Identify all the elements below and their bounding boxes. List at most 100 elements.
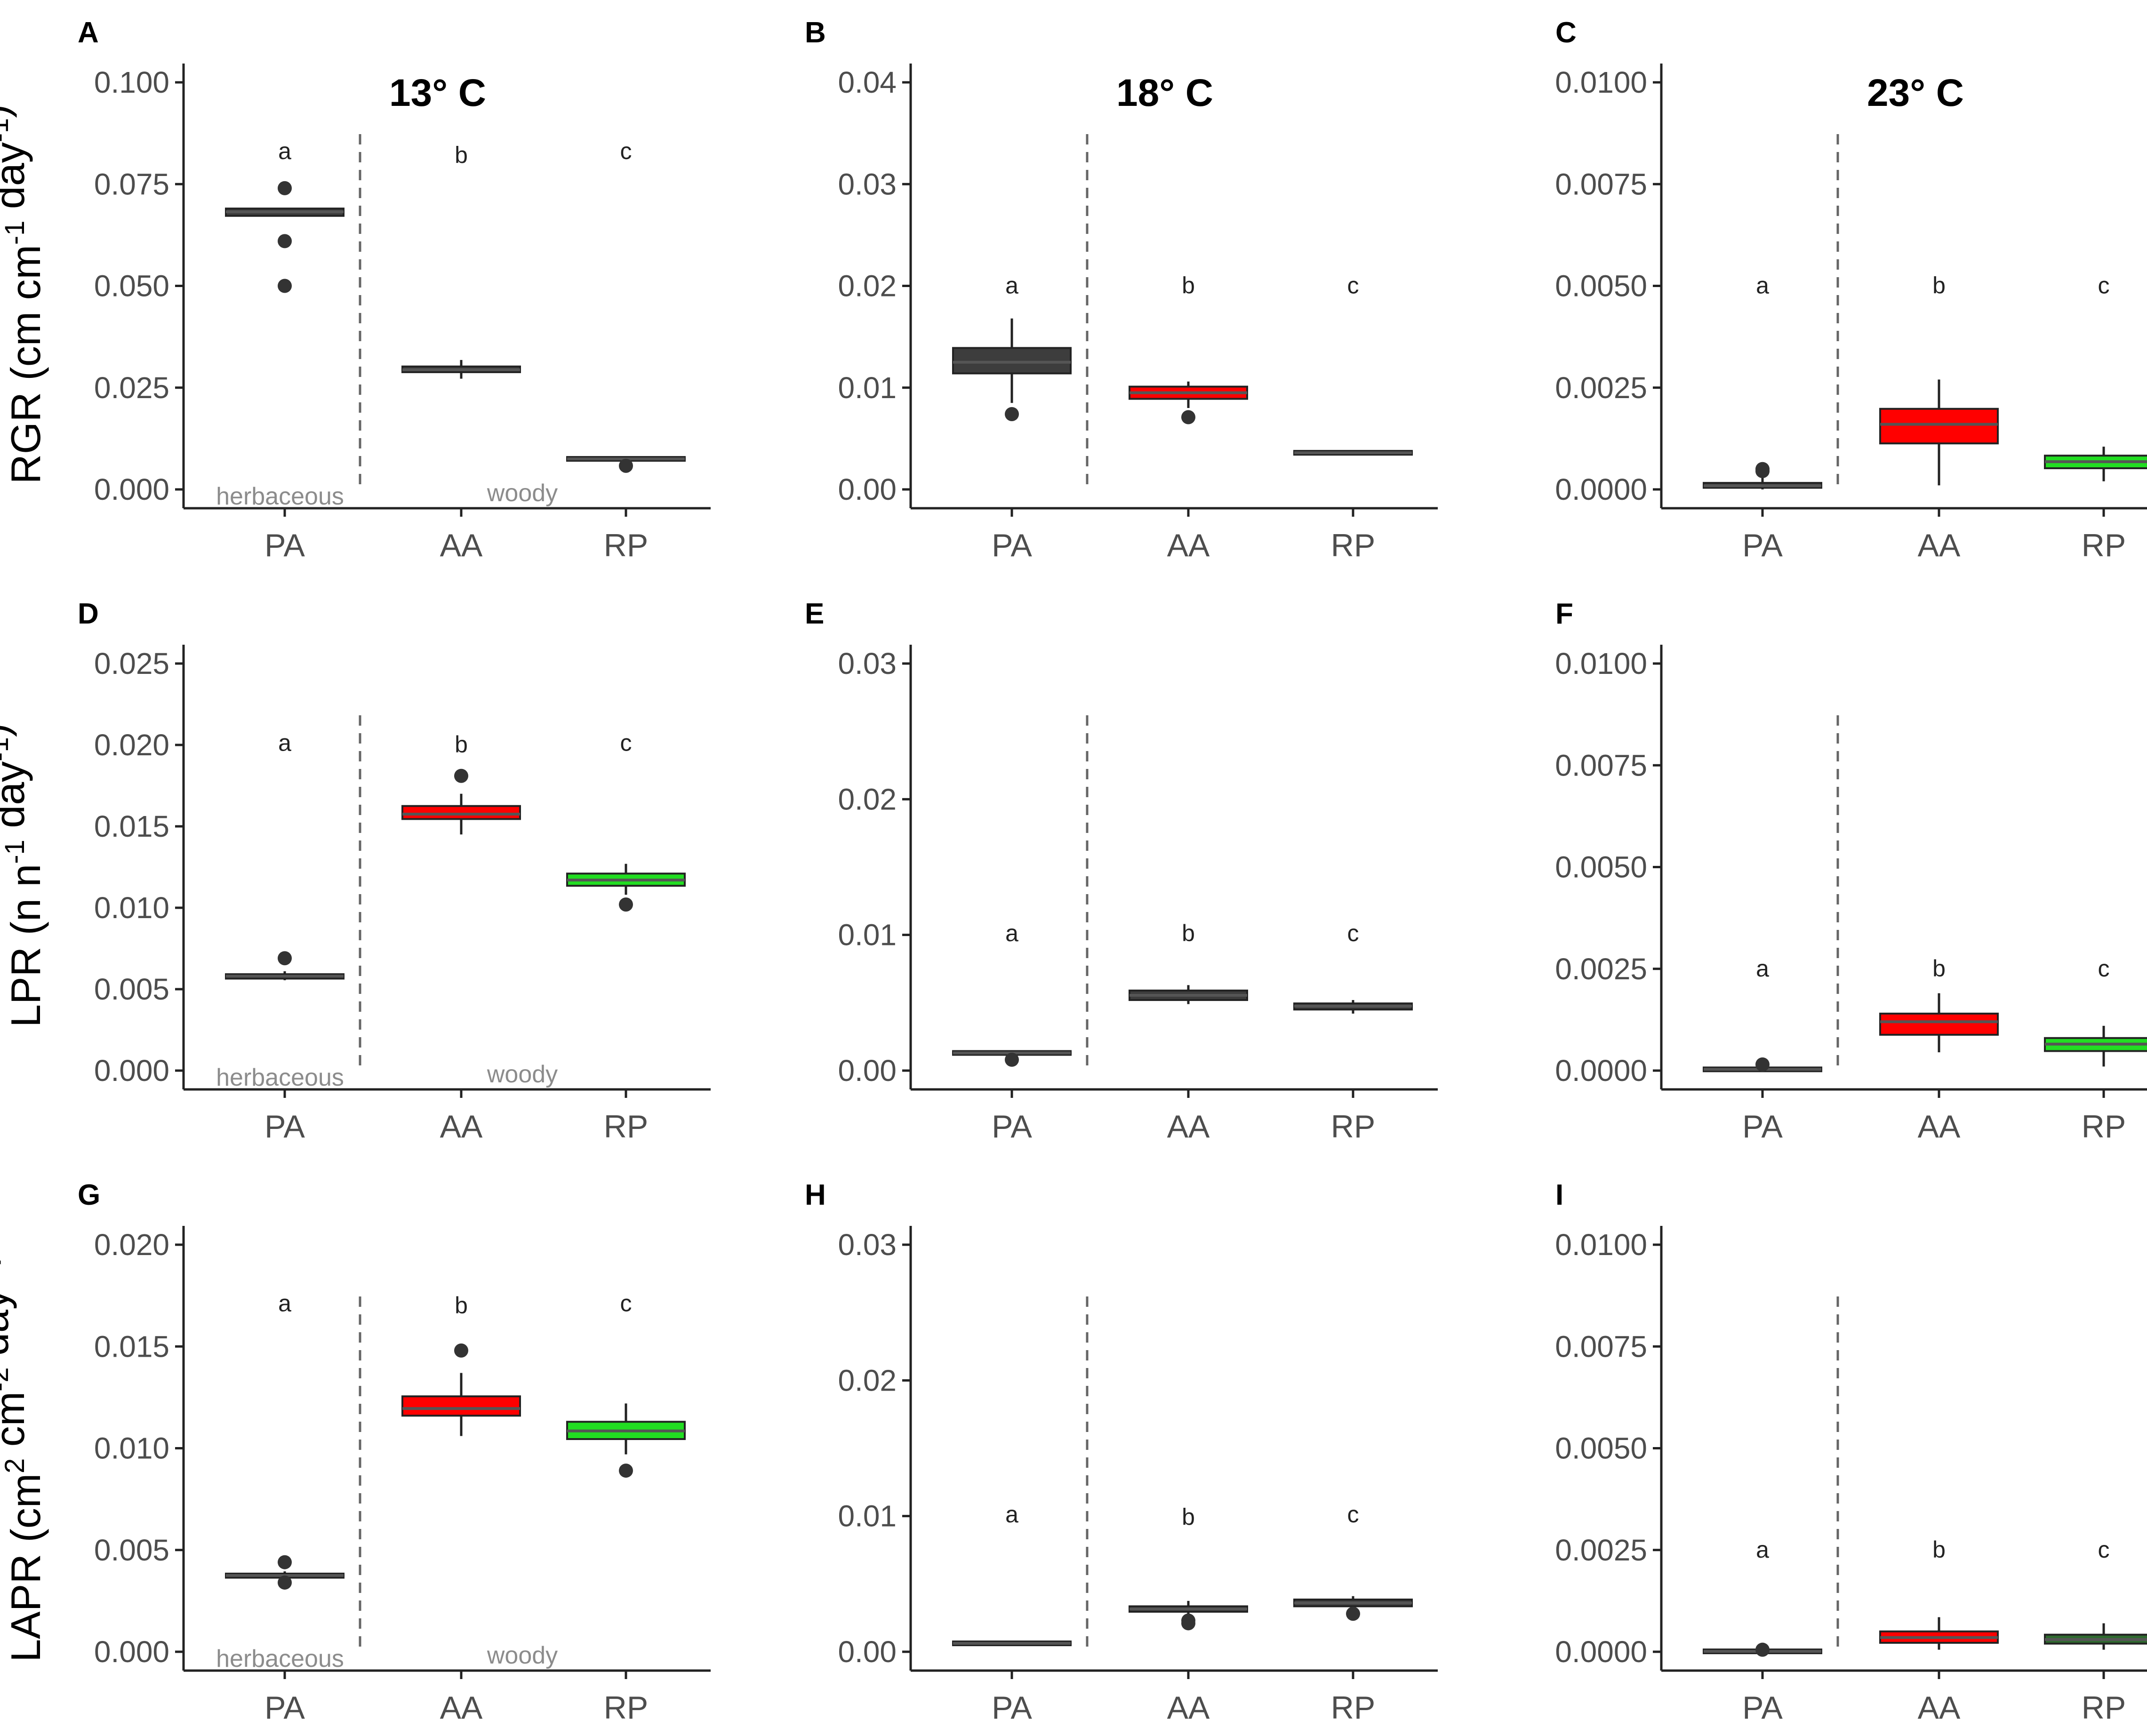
- woody-label: woody: [487, 480, 558, 507]
- x-tick-label-AA: AA: [1918, 1109, 1961, 1144]
- x-tick-label-RP: RP: [604, 1109, 648, 1144]
- y-tick-label: 0.04: [838, 65, 897, 99]
- x-tick-label-PA: PA: [1742, 1109, 1783, 1144]
- x-tick-label-RP: RP: [1331, 1690, 1375, 1726]
- box-AA: [401, 1343, 521, 1436]
- significance-label: a: [1756, 272, 1769, 299]
- y-tick-label: 0.0025: [1555, 371, 1647, 405]
- panel-G: G 0.000 0.005 0.010 0.015 0.020 herbaceous wood…: [78, 1179, 711, 1726]
- x-tick-label-RP: RP: [604, 528, 648, 563]
- x-tick-label-RP: RP: [2082, 1690, 2126, 1726]
- x-tick-label-AA: AA: [440, 528, 483, 563]
- significance-label: a: [1005, 1501, 1018, 1528]
- ylabel-text: LAPR (cm: [2, 1473, 49, 1662]
- panel-H: H 0.00 0.01 0.02 0.03 PA a AA b RP c: [805, 1179, 1438, 1726]
- box-PA: [225, 1555, 344, 1590]
- x-tick-label-RP: RP: [1331, 528, 1375, 563]
- outlier-point: [1181, 1616, 1195, 1631]
- ylabel-text: cm: [0, 1392, 33, 1458]
- panel-C: C 23° C 0.0000 0.0025 0.0050 0.0075 0.0100 PA a A…: [1555, 16, 2147, 563]
- y-tick-label: 0.0000: [1555, 1635, 1647, 1669]
- y-tick-label: 0.005: [94, 1533, 169, 1567]
- outlier-point: [1181, 410, 1195, 424]
- outlier-point: [278, 1575, 292, 1590]
- panel-letter-H: H: [805, 1179, 826, 1211]
- y-tick-label: 0.050: [94, 269, 169, 303]
- significance-label: c: [2098, 1536, 2110, 1563]
- panel-letter-C: C: [1555, 16, 1577, 49]
- ylabel-superscript: -1: [0, 221, 30, 245]
- significance-label: b: [455, 142, 468, 168]
- x-tick-label-RP: RP: [2082, 1109, 2126, 1144]
- panel-letter-B: B: [805, 16, 826, 49]
- box-PA: [225, 181, 344, 293]
- x-tick-label-RP: RP: [1331, 1109, 1375, 1144]
- x-tick-label-AA: AA: [1918, 1690, 1961, 1726]
- box-AA: [401, 768, 521, 835]
- panel-letter-E: E: [805, 598, 824, 630]
- herbaceous-label: herbaceous: [216, 483, 344, 510]
- box-RP: [1293, 1000, 1413, 1014]
- panel-letter-F: F: [1555, 598, 1573, 630]
- y-tick-label: 0.010: [94, 1432, 169, 1465]
- woody-label: woody: [487, 1642, 558, 1669]
- box-AA: [1879, 379, 1999, 486]
- significance-label: c: [2098, 272, 2110, 299]
- panel-title-A: 13° C: [389, 72, 486, 114]
- ylabel-text: ): [0, 1251, 1, 1264]
- significance-label: b: [1182, 920, 1195, 946]
- y-tick-label: 0.0100: [1555, 647, 1647, 680]
- ylabel-superscript: -2: [0, 1367, 14, 1392]
- significance-label: c: [2098, 955, 2110, 982]
- x-tick-label-AA: AA: [1918, 528, 1961, 563]
- ylabel-text: LPR (n n: [2, 864, 49, 1027]
- significance-label: b: [455, 731, 468, 758]
- outlier-point: [278, 1555, 292, 1569]
- x-tick-label-PA: PA: [264, 1690, 305, 1726]
- box-RP: [566, 864, 686, 912]
- box-AA: [1879, 1617, 1999, 1650]
- ylabel-text: day: [0, 1289, 17, 1367]
- box-RP: [2044, 1623, 2147, 1650]
- significance-label: a: [1005, 920, 1018, 946]
- box-body: [1879, 1012, 1999, 1036]
- ylabel-superscript: -1: [0, 840, 30, 864]
- x-tick-label-RP: RP: [604, 1690, 648, 1726]
- y-tick-label: 0.0050: [1555, 269, 1647, 303]
- box-body: [1879, 408, 1999, 445]
- box-body: [401, 1395, 521, 1417]
- box-RP: [2044, 1025, 2147, 1067]
- panel-letter-A: A: [78, 16, 99, 49]
- box-AA: [401, 360, 521, 379]
- y-tick-label: 0.020: [94, 728, 169, 762]
- ylabel-text: RGR (cm cm: [2, 245, 49, 484]
- x-tick-label-AA: AA: [440, 1690, 483, 1726]
- panel-letter-G: G: [78, 1179, 100, 1211]
- y-tick-label: 0.02: [838, 782, 897, 816]
- herbaceous-label: herbaceous: [216, 1064, 344, 1091]
- x-tick-label-PA: PA: [1742, 528, 1783, 563]
- y-tick-label: 0.0000: [1555, 472, 1647, 506]
- ylabel-text: day: [0, 142, 33, 220]
- x-tick-label-PA: PA: [264, 528, 305, 563]
- outlier-point: [619, 1464, 633, 1478]
- y-tick-label: 0.075: [94, 167, 169, 201]
- row-ylabel-lapr: LAPR (cm2 cm-2 day-1): [0, 1251, 49, 1662]
- outlier-point: [1005, 1052, 1019, 1067]
- box-RP: [566, 456, 686, 473]
- significance-label: c: [1347, 1501, 1359, 1528]
- outlier-point: [278, 951, 292, 966]
- y-tick-label: 0.02: [838, 269, 897, 303]
- box-PA: [1703, 462, 1822, 489]
- y-tick-label: 0.0075: [1555, 748, 1647, 782]
- panel-letter-I: I: [1555, 1179, 1563, 1211]
- outlier-point: [619, 897, 633, 912]
- y-tick-label: 0.000: [94, 1054, 169, 1088]
- box-PA: [952, 318, 1072, 421]
- row-ylabels-layer: RGR (cm cm-1 day-1)LPR (n n-1 day-1)LAPR…: [0, 104, 49, 1662]
- panel-E: E 0.00 0.01 0.02 0.03 PA a AA b RP c: [805, 598, 1438, 1144]
- significance-label: a: [278, 138, 291, 164]
- y-tick-label: 0.0000: [1555, 1054, 1647, 1088]
- outlier-point: [1005, 407, 1019, 421]
- box-PA: [952, 1640, 1072, 1647]
